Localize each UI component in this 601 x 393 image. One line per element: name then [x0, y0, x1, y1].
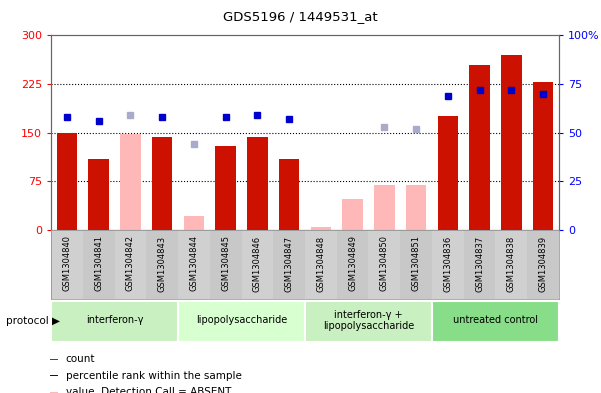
Bar	[406, 184, 427, 230]
Text: interferon-γ +
lipopolysaccharide: interferon-γ + lipopolysaccharide	[323, 310, 414, 331]
Bar	[56, 132, 78, 230]
Text: GSM1304844: GSM1304844	[189, 235, 198, 291]
Text: protocol ▶: protocol ▶	[6, 316, 60, 326]
Text: GSM1304851: GSM1304851	[412, 235, 421, 291]
Text: percentile rank within the sample: percentile rank within the sample	[66, 371, 242, 381]
Bar	[305, 301, 432, 342]
Text: GSM1304849: GSM1304849	[348, 235, 357, 291]
Bar	[178, 230, 210, 299]
Bar	[51, 230, 83, 299]
Bar	[438, 116, 458, 230]
Bar	[527, 230, 559, 299]
Bar	[120, 134, 141, 230]
Bar	[51, 301, 178, 342]
Bar	[337, 230, 368, 299]
Bar	[50, 392, 58, 393]
Bar	[305, 230, 337, 299]
Text: GSM1304840: GSM1304840	[63, 235, 72, 291]
Text: GSM1304837: GSM1304837	[475, 235, 484, 292]
Bar	[501, 55, 522, 230]
Text: GSM1304839: GSM1304839	[538, 235, 548, 292]
Bar	[368, 230, 400, 299]
Bar	[273, 230, 305, 299]
Text: lipopolysaccharide: lipopolysaccharide	[196, 315, 287, 325]
Bar	[532, 82, 554, 230]
Text: GSM1304850: GSM1304850	[380, 235, 389, 291]
Bar	[432, 230, 464, 299]
Text: value, Detection Call = ABSENT: value, Detection Call = ABSENT	[66, 387, 231, 393]
Text: GSM1304841: GSM1304841	[94, 235, 103, 291]
Text: interferon-γ: interferon-γ	[86, 315, 143, 325]
Bar	[343, 199, 363, 230]
Bar	[146, 230, 178, 299]
Bar	[247, 137, 267, 230]
Bar	[115, 230, 146, 299]
Bar	[88, 158, 109, 230]
Text: GSM1304836: GSM1304836	[444, 235, 453, 292]
Bar	[400, 230, 432, 299]
Bar	[50, 375, 58, 376]
Bar	[432, 301, 559, 342]
Text: GSM1304845: GSM1304845	[221, 235, 230, 291]
Text: GSM1304838: GSM1304838	[507, 235, 516, 292]
Text: count: count	[66, 354, 95, 364]
Bar	[374, 184, 395, 230]
Bar	[83, 230, 115, 299]
Text: GSM1304847: GSM1304847	[285, 235, 294, 292]
Text: GSM1304842: GSM1304842	[126, 235, 135, 291]
Bar	[242, 230, 273, 299]
Bar	[469, 64, 490, 230]
Bar	[279, 158, 299, 230]
Bar	[215, 145, 236, 230]
Bar	[464, 230, 495, 299]
Text: GSM1304843: GSM1304843	[157, 235, 166, 292]
Text: GSM1304846: GSM1304846	[253, 235, 262, 292]
Bar	[178, 301, 305, 342]
Bar	[495, 230, 527, 299]
Text: untreated control: untreated control	[453, 315, 538, 325]
Text: GSM1304848: GSM1304848	[316, 235, 325, 292]
Bar	[210, 230, 242, 299]
Bar	[183, 216, 204, 230]
Bar	[311, 227, 331, 230]
Bar	[50, 359, 58, 360]
Text: GDS5196 / 1449531_at: GDS5196 / 1449531_at	[223, 10, 378, 23]
Bar	[152, 137, 172, 230]
